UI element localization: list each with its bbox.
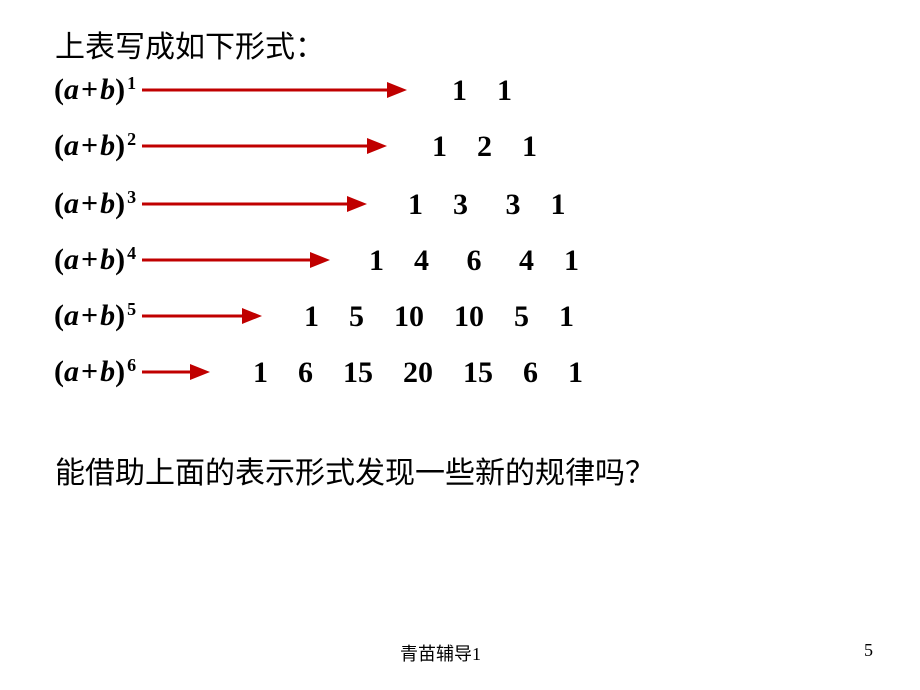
- intro-text: 上表写成如下形式：: [55, 22, 325, 66]
- binomial-expression-3: (a+b)3: [54, 187, 136, 221]
- arrow-icon: [142, 250, 330, 270]
- var-a: a: [64, 355, 79, 389]
- coefficients-row-1: 1 1: [452, 74, 512, 108]
- var-a: a: [64, 299, 79, 333]
- coefficients-row-3: 1 3 3 1: [408, 188, 566, 222]
- var-a: a: [64, 187, 79, 221]
- var-a: a: [64, 129, 79, 163]
- arrow-icon: [142, 362, 210, 382]
- var-b: b: [100, 355, 115, 389]
- var-b: b: [100, 73, 115, 107]
- coefficients-row-4: 1 4 6 4 1: [369, 244, 579, 278]
- arrow-icon: [142, 194, 367, 214]
- binomial-expression-6: (a+b)6: [54, 355, 136, 389]
- var-a: a: [64, 73, 79, 107]
- var-b: b: [100, 129, 115, 163]
- pascal-row-4: (a+b)4: [54, 232, 330, 288]
- exponent: 4: [127, 243, 136, 264]
- plus-op: +: [79, 243, 100, 277]
- arrow-icon: [142, 306, 262, 326]
- exponent: 1: [127, 73, 136, 94]
- binomial-expression-4: (a+b)4: [54, 243, 136, 277]
- pascal-row-5: (a+b)5: [54, 288, 262, 344]
- exponent: 5: [127, 299, 136, 320]
- var-b: b: [100, 299, 115, 333]
- exponent: 3: [127, 187, 136, 208]
- pascal-row-3: (a+b)3: [54, 176, 367, 232]
- footer-text: 青苗辅导1: [400, 640, 481, 666]
- var-b: b: [100, 243, 115, 277]
- var-b: b: [100, 187, 115, 221]
- var-a: a: [64, 243, 79, 277]
- coefficients-row-2: 1 2 1: [432, 130, 537, 164]
- coefficients-row-5: 1 5 10 10 5 1: [304, 300, 574, 334]
- plus-op: +: [79, 187, 100, 221]
- arrow-icon: [142, 136, 387, 156]
- exponent: 2: [127, 129, 136, 150]
- plus-op: +: [79, 129, 100, 163]
- pascal-row-2: (a+b)2: [54, 118, 387, 174]
- plus-op: +: [79, 355, 100, 389]
- arrow-icon: [142, 80, 407, 100]
- binomial-expression-2: (a+b)2: [54, 129, 136, 163]
- plus-op: +: [79, 299, 100, 333]
- binomial-expression-1: (a+b)1: [54, 73, 136, 107]
- binomial-expression-5: (a+b)5: [54, 299, 136, 333]
- pascal-row-1: (a+b)1: [54, 62, 407, 118]
- question-text: 能借助上面的表示形式发现一些新的规律吗？: [55, 448, 655, 492]
- coefficients-row-6: 1 6 15 20 15 6 1: [253, 356, 583, 390]
- exponent: 6: [127, 355, 136, 376]
- page-number: 5: [864, 640, 873, 661]
- plus-op: +: [79, 73, 100, 107]
- pascal-row-6: (a+b)6: [54, 344, 210, 400]
